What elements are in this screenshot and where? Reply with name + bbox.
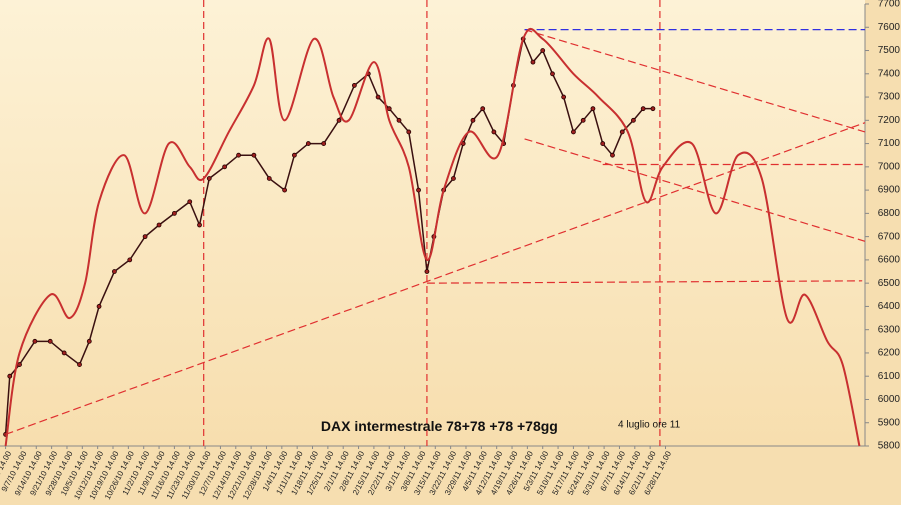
point: [470, 117, 476, 123]
point: [396, 117, 402, 123]
y-tick-label: 6300: [878, 324, 901, 335]
point: [251, 152, 257, 158]
y-tick-label: 6900: [878, 185, 901, 196]
point: [171, 210, 177, 216]
y-tick-label: 6800: [878, 208, 901, 219]
point: [197, 222, 202, 228]
point: [187, 199, 193, 205]
point: [451, 176, 456, 181]
y-tick-label: 7200: [878, 115, 901, 126]
point: [291, 152, 297, 158]
point: [424, 269, 430, 274]
y-tick-label: 7600: [878, 22, 901, 33]
y-tick-label: 7300: [878, 92, 901, 103]
point: [416, 187, 421, 193]
point: [266, 176, 272, 181]
point: [590, 106, 596, 112]
point: [7, 373, 13, 379]
point: [640, 106, 646, 112]
point: [127, 257, 133, 263]
point: [112, 269, 117, 274]
annotation: DAX intermestrale 78+78 +78 +78gg: [321, 418, 558, 434]
y-tick-label: 6600: [878, 255, 901, 266]
point: [561, 94, 567, 100]
point: [206, 176, 212, 181]
y-tick-label: 6000: [878, 394, 901, 405]
y-tick-label: 6400: [878, 301, 901, 312]
point: [619, 129, 625, 135]
point: [480, 106, 486, 112]
point: [305, 141, 311, 146]
point: [550, 71, 555, 77]
y-tick-label: 7700: [878, 0, 901, 10]
point: [336, 117, 342, 123]
point: [47, 338, 53, 344]
y-tick-label: 6700: [878, 231, 901, 242]
point: [530, 59, 536, 65]
point: [236, 152, 241, 158]
point: [77, 362, 82, 367]
trend-line: [5, 122, 866, 435]
point: [650, 106, 656, 112]
y-tick-label: 7400: [878, 68, 901, 79]
point: [86, 338, 92, 344]
y-tick-label: 6500: [878, 278, 901, 289]
point: [580, 117, 586, 123]
point: [32, 338, 38, 344]
point: [282, 187, 288, 193]
y-tick-label: 7100: [878, 138, 901, 149]
point: [222, 164, 228, 170]
y-tick-label: 6100: [878, 371, 901, 382]
point: [96, 304, 102, 309]
y-tick-label: 5800: [878, 441, 901, 452]
y-tick-label: 6200: [878, 348, 901, 359]
point: [156, 222, 162, 228]
trend-line: [426, 280, 863, 284]
point: [610, 152, 615, 158]
point: [600, 141, 606, 146]
point: [491, 129, 497, 135]
point: [351, 83, 357, 88]
y-tick-label: 7000: [878, 161, 901, 172]
point: [631, 117, 636, 123]
point: [142, 234, 148, 240]
point: [540, 48, 546, 53]
point: [17, 362, 22, 367]
point: [375, 94, 381, 100]
series-line: [4, 27, 861, 447]
y-tick-label: 7500: [878, 45, 901, 56]
plot-area: [0, 0, 865, 446]
point: [61, 350, 67, 356]
annotation: 4 luglio ore 11: [618, 420, 681, 431]
point: [386, 106, 392, 112]
point: [321, 141, 327, 146]
point: [571, 129, 576, 135]
y-tick-label: 5900: [878, 417, 901, 428]
point: [406, 129, 412, 135]
